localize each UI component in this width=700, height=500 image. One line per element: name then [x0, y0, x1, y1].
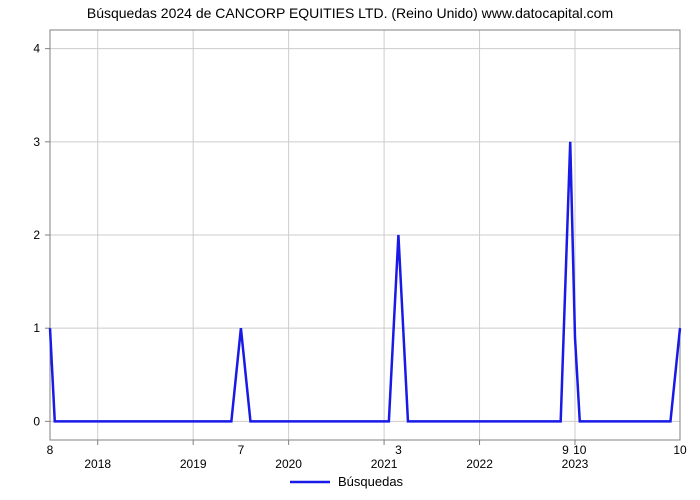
- x-annotation: 8: [47, 443, 54, 457]
- x-annotation: 3: [395, 443, 402, 457]
- x-tick-label: 2018: [84, 457, 111, 471]
- y-tick-label: 0: [33, 414, 40, 428]
- line-chart: Búsquedas 2024 de CANCORP EQUITIES LTD. …: [0, 0, 700, 500]
- chart-svg: Búsquedas 2024 de CANCORP EQUITIES LTD. …: [0, 0, 700, 500]
- x-annotation: 9: [562, 443, 569, 457]
- x-tick-label: 2021: [371, 457, 398, 471]
- chart-title: Búsquedas 2024 de CANCORP EQUITIES LTD. …: [87, 5, 613, 21]
- x-annotation: 7: [238, 443, 245, 457]
- legend-label: Búsquedas: [338, 474, 404, 489]
- x-tick-label: 2020: [275, 457, 302, 471]
- x-tick-label: 2022: [466, 457, 493, 471]
- y-tick-label: 4: [33, 42, 40, 56]
- y-tick-label: 3: [33, 135, 40, 149]
- chart-bg: [0, 0, 700, 500]
- y-tick-label: 2: [33, 228, 40, 242]
- x-annotation: 10: [673, 443, 687, 457]
- x-tick-label: 2019: [180, 457, 207, 471]
- x-annotation: 10: [573, 443, 587, 457]
- x-tick-label: 2023: [562, 457, 589, 471]
- y-tick-label: 1: [33, 321, 40, 335]
